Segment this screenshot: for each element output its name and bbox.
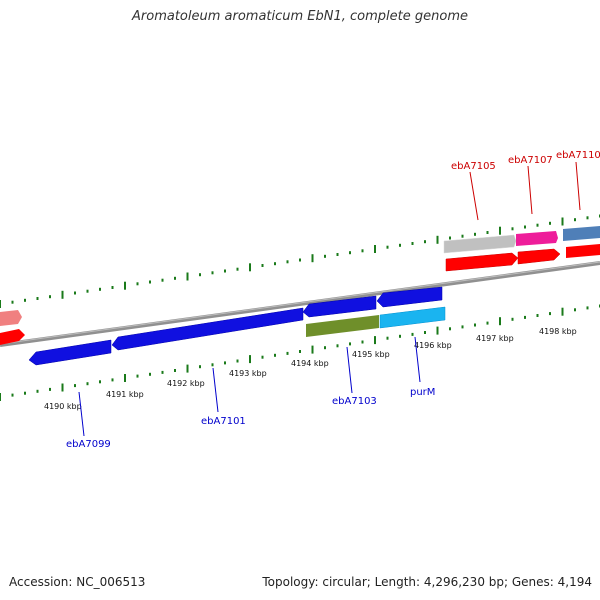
feature-red-arrow-2[interactable] [517,248,561,265]
feature-red-left[interactable] [0,329,25,345]
topology-text: Topology: circular; Length: 4,296,230 bp… [262,575,592,589]
feature-red-arrow-3[interactable] [566,244,600,258]
label-ebA7103[interactable]: ebA7103 [332,396,377,407]
scale-label-4190: 4190 kbp [44,402,82,411]
reverse-labels: ebA7099 ebA7101 ebA7103 purM [66,336,435,450]
leader-ebA7105 [469,171,479,221]
feature-ebA7099[interactable] [28,339,112,366]
feature-ebA7107[interactable] [516,231,558,246]
label-ebA7101[interactable]: ebA7101 [201,416,246,427]
label-ebA7099[interactable]: ebA7099 [66,439,111,450]
label-ebA7107[interactable]: ebA7107 [508,155,553,166]
lower-tick-row [0,304,600,401]
feature-cyan[interactable] [379,306,446,329]
label-ebA7110[interactable]: ebA7110 [556,150,600,161]
leader-purM [414,336,421,383]
feature-red-arrow-1[interactable] [445,252,519,272]
feature-ebA7110[interactable] [563,226,600,241]
feature-olive[interactable] [306,315,379,337]
genome-title: Aromatoleum aromaticum EbN1, complete ge… [132,9,468,24]
scale-label-4194: 4194 kbp [291,359,329,368]
feature-pink-left[interactable] [0,310,22,326]
scale-label-4193: 4193 kbp [229,369,267,378]
scale-label-4191: 4191 kbp [106,390,144,399]
scale-label-4192: 4192 kbp [167,379,205,388]
forward-features [0,226,600,345]
scale-label-4195: 4195 kbp [352,350,390,359]
feature-ebA7103[interactable] [302,295,377,318]
leader-ebA7110 [575,161,581,211]
leader-ebA7101 [212,367,219,413]
scale-label-4196: 4196 kbp [414,341,452,350]
reverse-features [28,286,446,366]
scale-label-4197: 4197 kbp [476,334,514,343]
scale-labels: 4190 kbp 4191 kbp 4192 kbp 4193 kbp 4194… [44,327,577,411]
label-ebA7105[interactable]: ebA7105 [451,161,496,172]
scale-label-4198: 4198 kbp [539,327,577,336]
accession-text: Accession: NC_006513 [9,575,146,589]
feature-ebA7101[interactable] [111,307,304,351]
genome-axis [0,261,600,347]
feature-purM[interactable] [376,286,443,308]
upper-tick-row [0,214,600,308]
label-purM[interactable]: purM [410,387,435,398]
leader-ebA7103 [346,346,353,394]
leader-ebA7099 [78,391,85,437]
forward-labels: ebA7105 ebA7107 ebA7110 [451,150,600,221]
genome-axis-highlight [0,261,600,345]
leader-ebA7107 [527,165,533,215]
feature-ebA7105[interactable] [443,234,517,254]
